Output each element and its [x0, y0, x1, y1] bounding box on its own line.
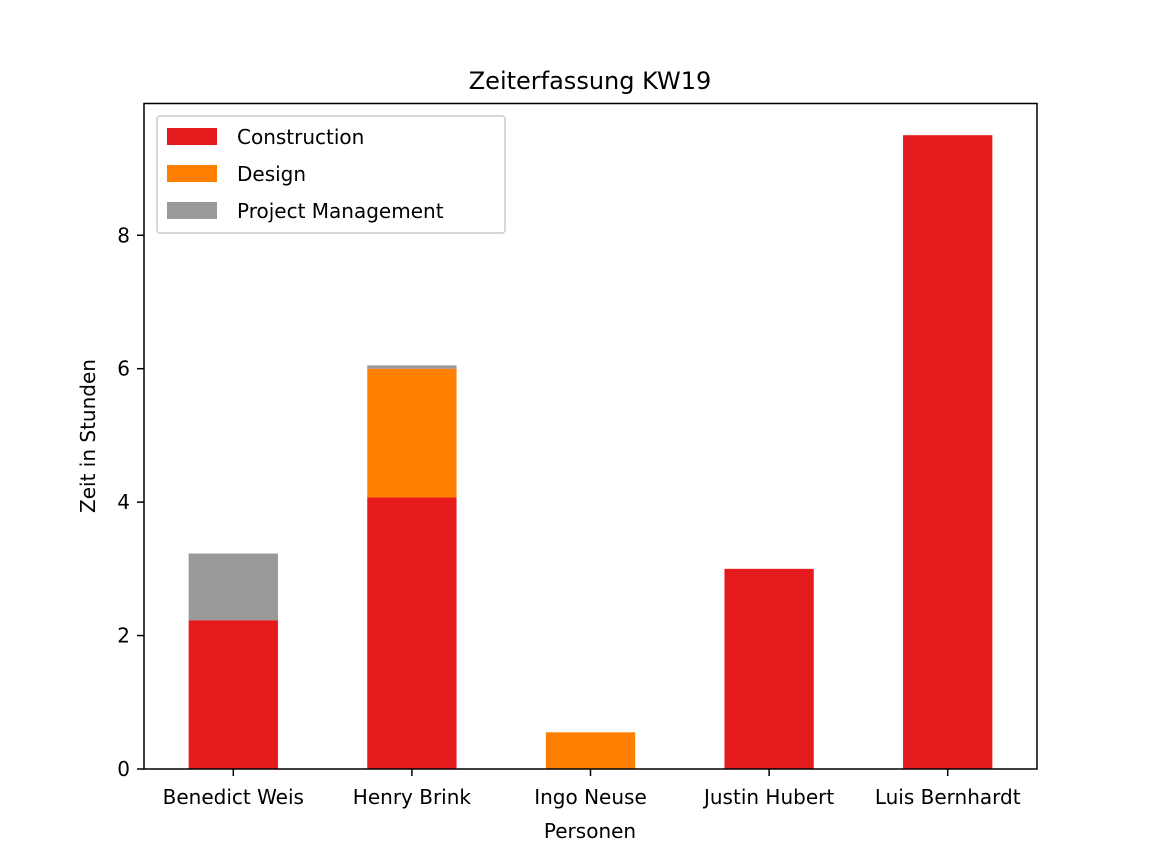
plot-frame — [143, 102, 1038, 770]
x-tick-label: Ingo Neuse — [534, 785, 647, 809]
bar-segment — [903, 135, 993, 769]
bar-segment — [188, 553, 278, 621]
bar-segment — [367, 497, 457, 769]
legend: Construction Design Project Management — [156, 115, 506, 234]
bar-segment — [188, 620, 278, 769]
legend-frame — [156, 115, 506, 234]
legend-label: Construction — [237, 125, 364, 149]
x-tick-label: Henry Brink — [353, 785, 472, 809]
bar-segment — [367, 368, 457, 498]
legend-swatch — [167, 128, 217, 145]
legend-swatch — [167, 202, 217, 219]
x-axis: Benedict Weis Henry Brink Ingo Neuse Justin… — [163, 769, 1021, 809]
bar-segment — [545, 732, 636, 769]
chart-title: Zeiterfassung KW19 — [469, 67, 712, 95]
y-tick-label: 8 — [117, 223, 130, 247]
legend-label: Project Management — [237, 199, 444, 223]
bar-segment — [367, 365, 457, 369]
legend-swatch — [167, 165, 217, 182]
x-tick-label: Benedict Weis — [163, 785, 304, 809]
x-tick-label: Luis Bernhardt — [875, 785, 1021, 809]
bars-group — [188, 135, 993, 769]
y-tick-label: 4 — [117, 490, 130, 514]
y-axis: 0 2 4 6 8 — [117, 223, 144, 781]
legend-label: Design — [237, 162, 306, 186]
y-tick-label: 2 — [117, 624, 130, 648]
x-tick-label: Justin Hubert — [702, 785, 834, 809]
x-axis-label: Personen — [544, 819, 636, 843]
bar-segment — [724, 568, 814, 769]
y-axis-label: Zeit in Stunden — [76, 359, 100, 513]
y-tick-label: 0 — [117, 757, 130, 781]
y-tick-label: 6 — [117, 357, 130, 381]
